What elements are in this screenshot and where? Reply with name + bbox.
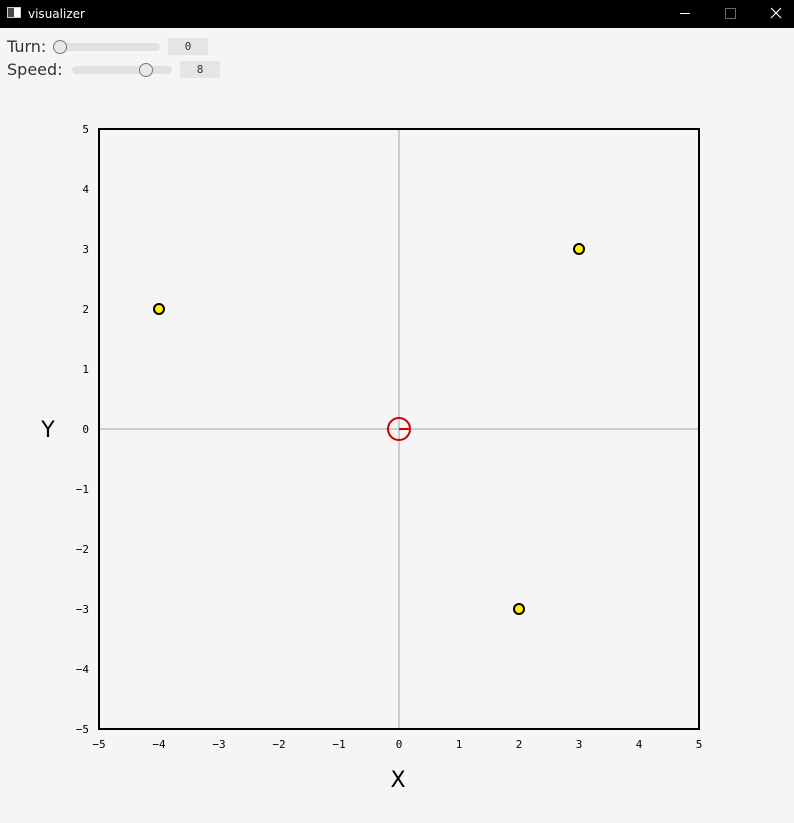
x-tick-label: 1 [456,738,463,751]
close-button[interactable] [753,0,794,28]
x-tick-label: 0 [396,738,403,751]
maximize-button[interactable] [708,0,754,28]
turn-label: Turn: [7,37,47,56]
turn-slider[interactable] [53,40,160,54]
window-title: visualizer [28,7,85,21]
x-tick-label: 3 [576,738,583,751]
speed-value: 8 [180,61,220,78]
x-tick-label: 2 [516,738,523,751]
y-tick-label: −2 [76,543,89,556]
y-tick-label: −4 [76,663,90,676]
title-bar: visualizer [0,0,794,28]
target-marker [513,603,525,615]
x-tick-label: 4 [636,738,643,751]
maximize-icon [725,8,736,19]
x-tick-label: 5 [696,738,703,751]
y-tick-label: 4 [82,183,89,196]
y-tick-label: −5 [76,723,89,736]
speed-slider[interactable] [72,63,172,77]
y-tick-label: −3 [76,603,89,616]
y-tick-label: 5 [82,123,89,136]
speed-label: Speed: [7,60,63,79]
y-tick-label: 0 [82,423,89,436]
target-marker [153,303,165,315]
minimize-icon [680,13,690,14]
x-tick-label: −2 [272,738,285,751]
close-icon [770,7,782,19]
x-tick-label: −4 [152,738,166,751]
speed-slider-thumb[interactable] [139,63,153,77]
x-tick-label: −5 [92,738,105,751]
y-tick-label: 1 [82,363,89,376]
x-tick-label: −3 [212,738,225,751]
target-marker [573,243,585,255]
agent-icon [387,417,411,441]
y-axis-title: Y [40,418,55,443]
x-axis-title: X [390,768,405,793]
y-tick-label: −1 [76,483,89,496]
x-tick-label: −1 [332,738,345,751]
y-tick-label: 2 [82,303,89,316]
turn-value: 0 [168,38,208,55]
minimize-button[interactable] [662,0,708,28]
turn-slider-thumb[interactable] [53,40,67,54]
app-icon [7,7,21,18]
plot-frame [98,128,700,730]
y-tick-label: 3 [82,243,89,256]
